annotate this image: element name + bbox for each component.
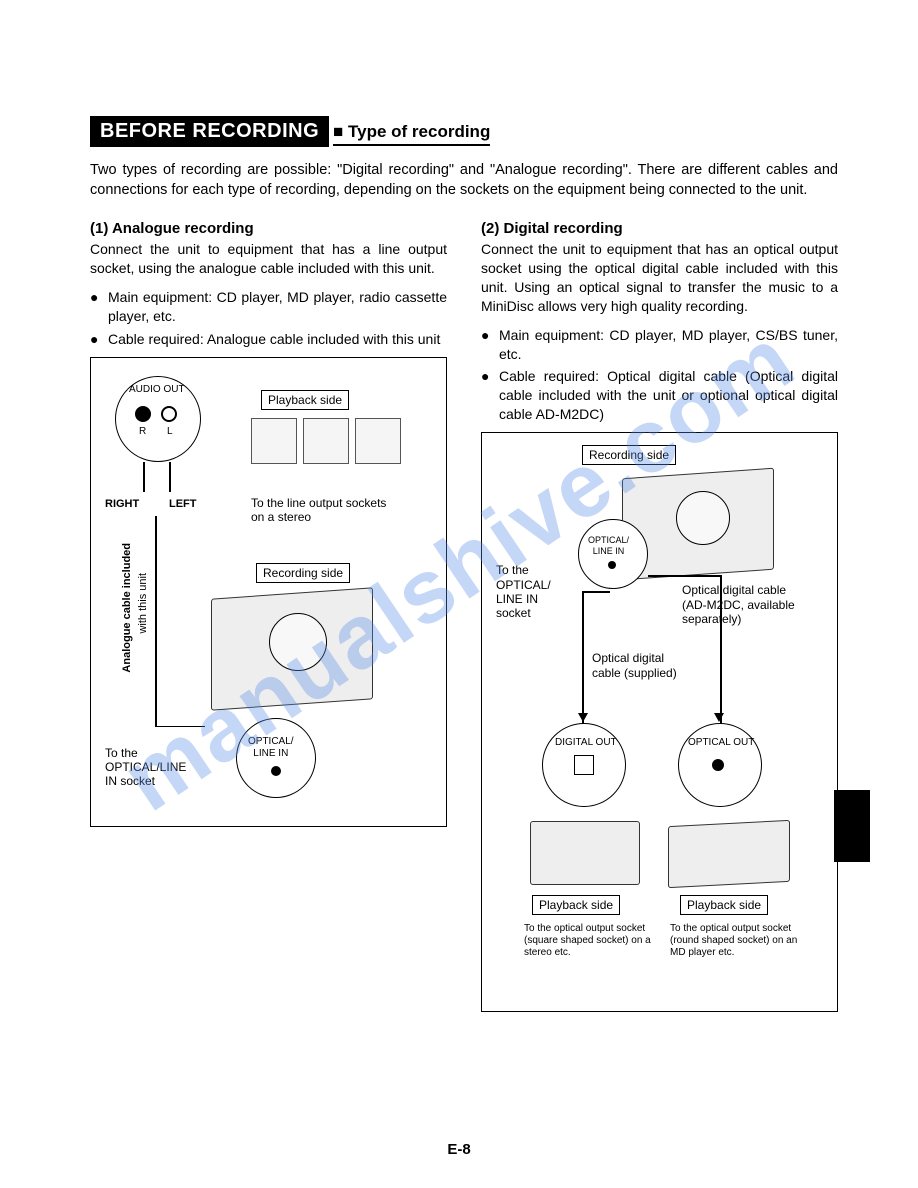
arrow-down-icon	[578, 713, 588, 722]
r-label: R	[139, 426, 146, 438]
digital-bullets: Main equipment: CD player, MD player, CS…	[481, 326, 838, 424]
cable-line	[155, 726, 205, 728]
sub-heading: Type of recording	[333, 122, 490, 146]
opt-cable-text: Optical digital cable (AD-M2DC, availabl…	[682, 583, 812, 626]
audio-out-label: AUDIO OUT	[129, 384, 185, 396]
disc-icon	[676, 491, 730, 545]
caption-right: To the optical output socket (round shap…	[670, 923, 810, 959]
section-header: BEFORE RECORDING	[90, 116, 329, 147]
l-label: L	[167, 426, 173, 438]
opt-supplied-text: Optical digital cable (supplied)	[592, 651, 702, 680]
playback-label-right: Playback side	[680, 895, 768, 915]
digital-bullet-1: Main equipment: CD player, MD player, CS…	[481, 326, 838, 364]
line-out-text: To the line output sockets on a stereo	[251, 496, 391, 525]
analogue-title: (1) Analogue recording	[90, 220, 447, 237]
cable-line	[582, 591, 610, 593]
stereo-device-icon	[530, 821, 640, 885]
optical-jack-icon	[271, 766, 281, 776]
intro-paragraph: Two types of recording are possible: "Di…	[90, 161, 838, 200]
page-number: E-8	[0, 1141, 918, 1158]
digital-bullet-2: Cable required: Optical digital cable (O…	[481, 367, 838, 424]
left-column: (1) Analogue recording Connect the unit …	[90, 220, 447, 1012]
cable-vert-label2: with this unit	[137, 573, 150, 634]
speaker-icon	[355, 418, 401, 464]
cable-line	[155, 516, 157, 726]
black-side-tab	[834, 790, 870, 862]
stereo-icon	[303, 418, 349, 464]
cable-vert-label: Analogue cable included	[121, 543, 134, 673]
manual-page: BEFORE RECORDING Type of recording Two t…	[0, 0, 918, 1188]
digital-out-label: DIGITAL OUT	[555, 737, 617, 749]
cable-line	[169, 462, 171, 492]
right-label: RIGHT	[105, 498, 139, 511]
left-label: LEFT	[169, 498, 197, 511]
square-socket-icon	[574, 755, 594, 775]
two-column-layout: (1) Analogue recording Connect the unit …	[90, 220, 838, 1012]
l-jack-icon	[161, 406, 177, 422]
right-column: (2) Digital recording Connect the unit t…	[481, 220, 838, 1012]
recording-label: Recording side	[256, 563, 350, 583]
analogue-para: Connect the unit to equipment that has a…	[90, 240, 447, 278]
optical-label: OPTICAL/ LINE IN	[248, 736, 294, 760]
md-player-icon	[668, 820, 790, 888]
analogue-bullet-1: Main equipment: CD player, MD player, ra…	[90, 288, 447, 326]
playback-label: Playback side	[261, 390, 349, 410]
digital-title: (2) Digital recording	[481, 220, 838, 237]
digital-para: Connect the unit to equipment that has a…	[481, 240, 838, 316]
analogue-bullet-2: Cable required: Analogue cable included …	[90, 330, 447, 349]
recording-label: Recording side	[582, 445, 676, 465]
analogue-bullets: Main equipment: CD player, MD player, ra…	[90, 288, 447, 349]
disc-icon	[269, 613, 327, 671]
cable-line	[143, 462, 145, 492]
caption-left: To the optical output socket (square sha…	[524, 923, 654, 959]
speaker-icon	[251, 418, 297, 464]
r-jack-icon	[135, 406, 151, 422]
digital-diagram: Recording side OPTICAL/ LINE IN To the O…	[481, 432, 838, 1012]
to-optical-text: To the OPTICAL/ LINE IN socket	[496, 563, 576, 621]
arrow-down-icon	[714, 713, 724, 722]
to-optical-text: To the OPTICAL/LINE IN socket	[105, 746, 215, 789]
cable-line	[648, 575, 720, 577]
playback-label-left: Playback side	[532, 895, 620, 915]
optical-in-label: OPTICAL/ LINE IN	[588, 535, 629, 557]
optical-out-label: OPTICAL OUT	[688, 737, 754, 749]
analogue-diagram: AUDIO OUT R L Playback side RIGHT LEFT T…	[90, 357, 447, 827]
